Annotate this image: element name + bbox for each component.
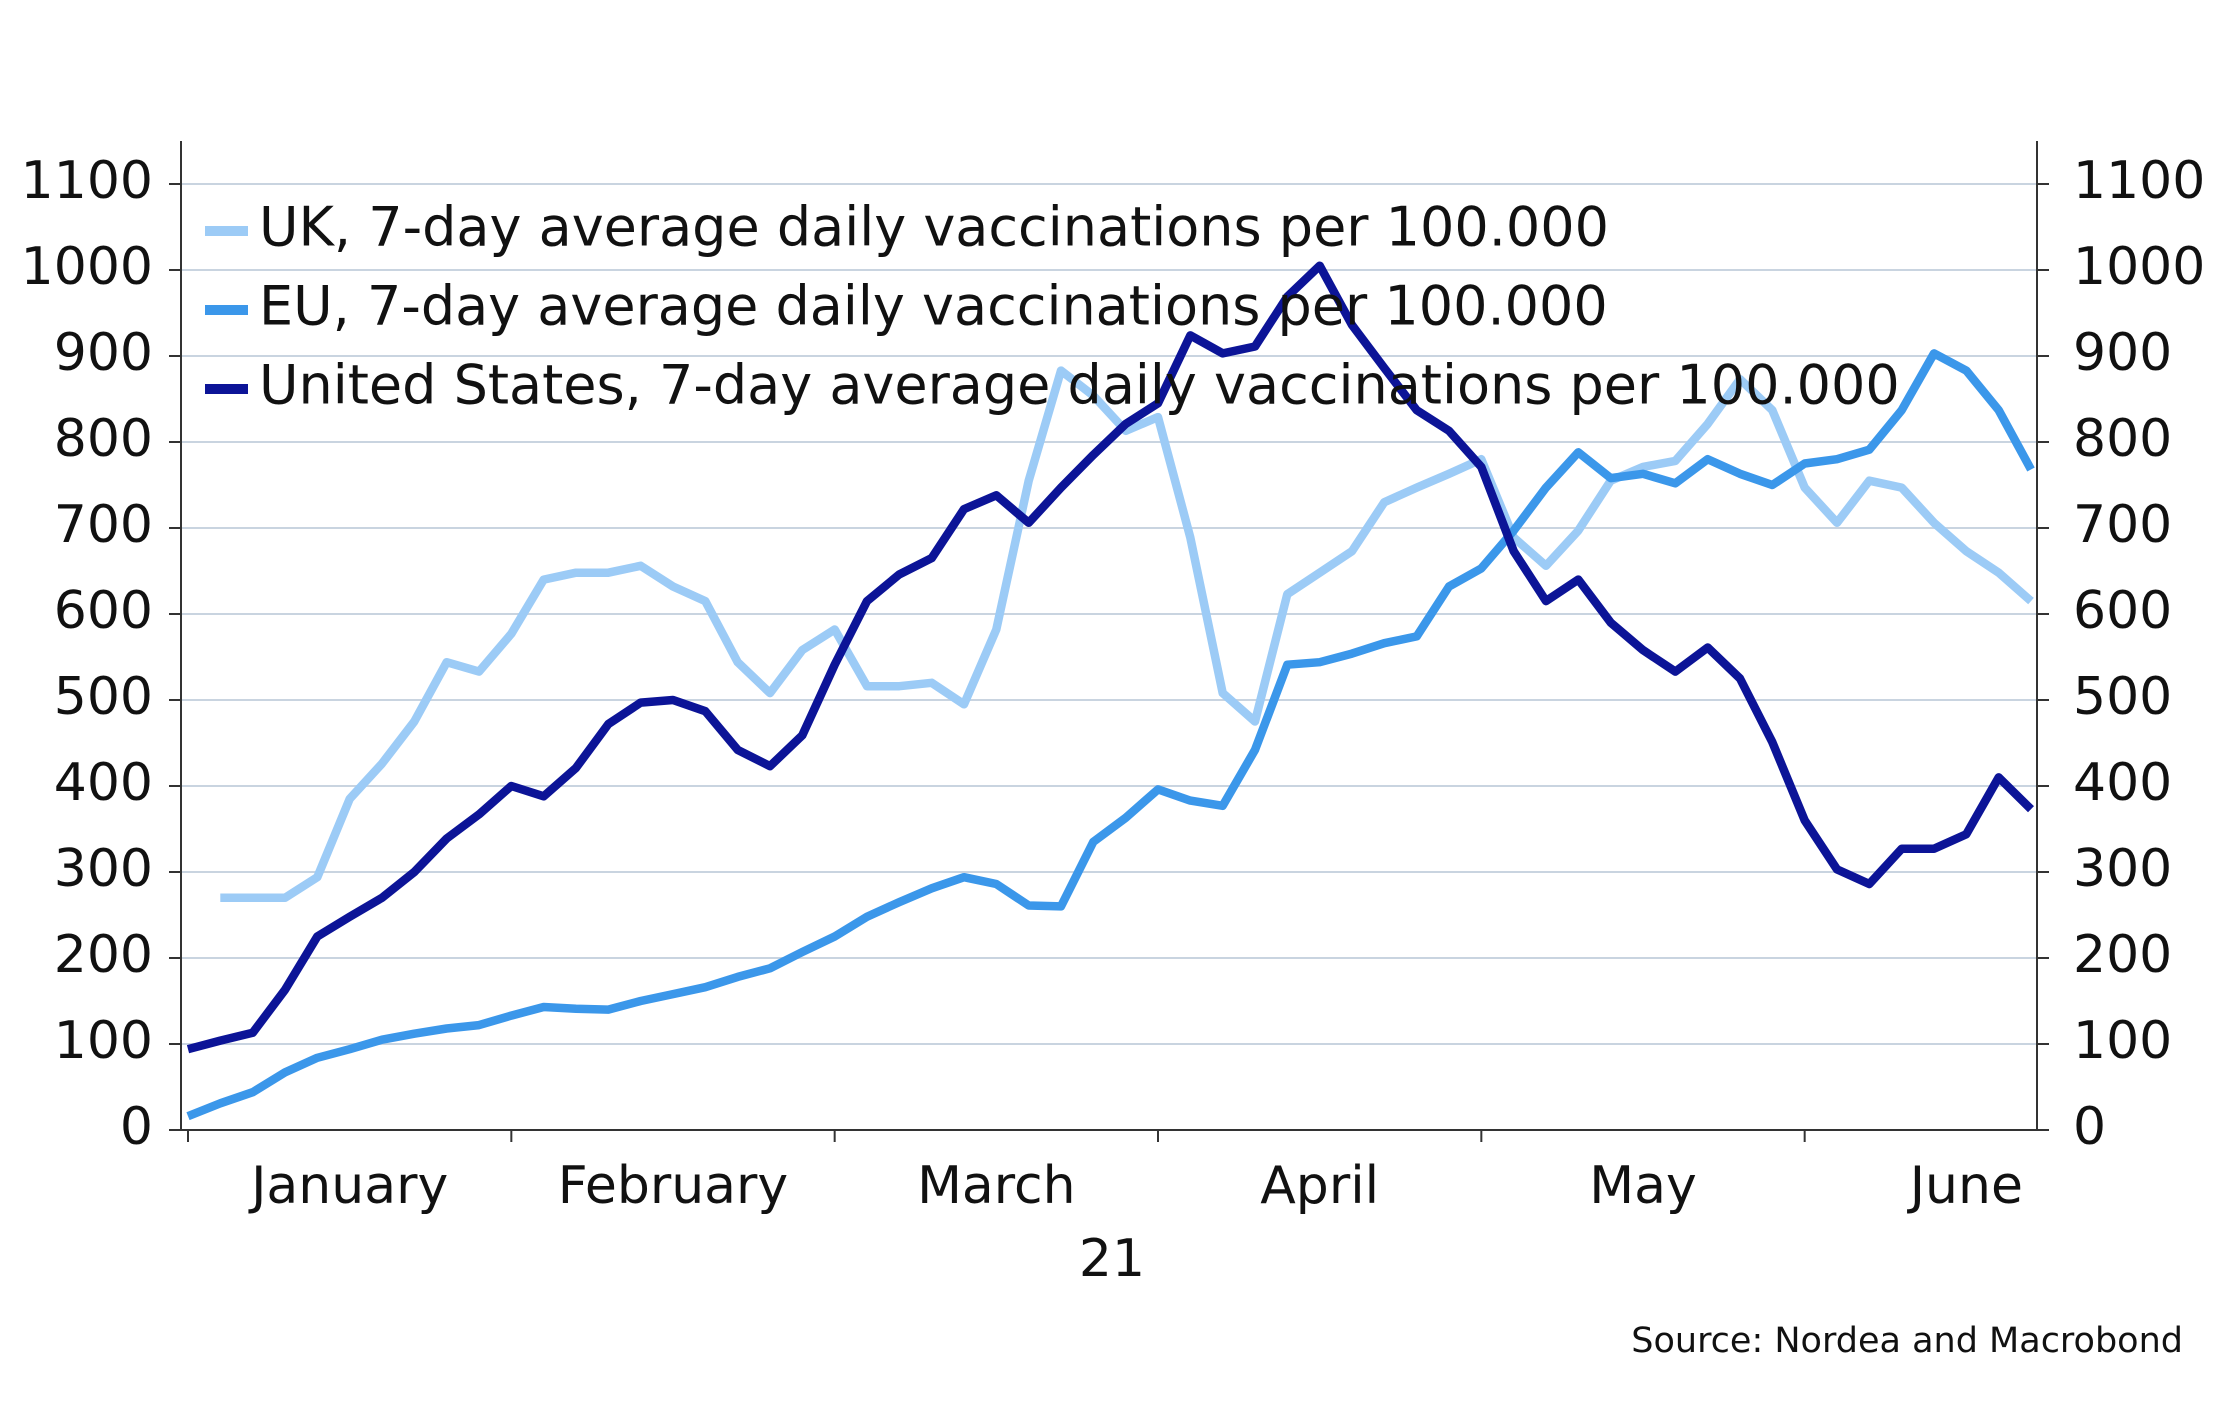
x-tick-label: June: [1907, 1156, 2023, 1216]
series-line: [220, 366, 2034, 903]
y-tick-label: 1100: [21, 151, 153, 211]
y2-tick-label: 700: [2073, 495, 2172, 555]
legend-label: EU, 7-day average daily vaccinations per…: [259, 275, 1608, 338]
legend-label: United States, 7-day average daily vacci…: [259, 354, 1900, 417]
legend-label: UK, 7-day average daily vaccinations per…: [259, 196, 1609, 259]
y-tick-label: 300: [54, 839, 153, 899]
series-line: [186, 261, 2034, 1054]
y-tick-label: 800: [54, 409, 153, 469]
y-tick-label: 400: [54, 753, 153, 813]
y-tick-label: 0: [120, 1097, 153, 1157]
y-tick-label: 600: [54, 581, 153, 641]
x-tick-label: February: [558, 1156, 788, 1216]
y-tick-label: 900: [54, 323, 153, 383]
y2-tick-label: 1100: [2073, 151, 2205, 211]
x-tick-label: April: [1260, 1156, 1379, 1216]
source-note: Source: Nordea and Macrobond: [1631, 1321, 2183, 1361]
y2-tick-label: 800: [2073, 409, 2172, 469]
y2-tick-label: 200: [2073, 925, 2172, 985]
y-tick-label: 700: [54, 495, 153, 555]
y2-tick-label: 1000: [2073, 237, 2205, 297]
y2-tick-label: 600: [2073, 581, 2172, 641]
y-tick-label: 100: [54, 1011, 153, 1071]
y-tick-label: 500: [54, 667, 153, 727]
x-tick-label: May: [1589, 1156, 1697, 1216]
y2-tick-label: 0: [2073, 1097, 2106, 1157]
y2-tick-label: 900: [2073, 323, 2172, 383]
y2-tick-label: 100: [2073, 1011, 2172, 1071]
x-tick-label: March: [917, 1156, 1076, 1216]
series-line: [186, 349, 2035, 1121]
y2-tick-label: 500: [2073, 667, 2172, 727]
y-tick-label: 1000: [21, 237, 153, 297]
x-tick-label: January: [248, 1156, 448, 1216]
y2-tick-label: 400: [2073, 753, 2172, 813]
y-tick-label: 200: [54, 925, 153, 985]
x-axis-label: 21: [1079, 1229, 1145, 1289]
y2-tick-label: 300: [2073, 839, 2172, 899]
